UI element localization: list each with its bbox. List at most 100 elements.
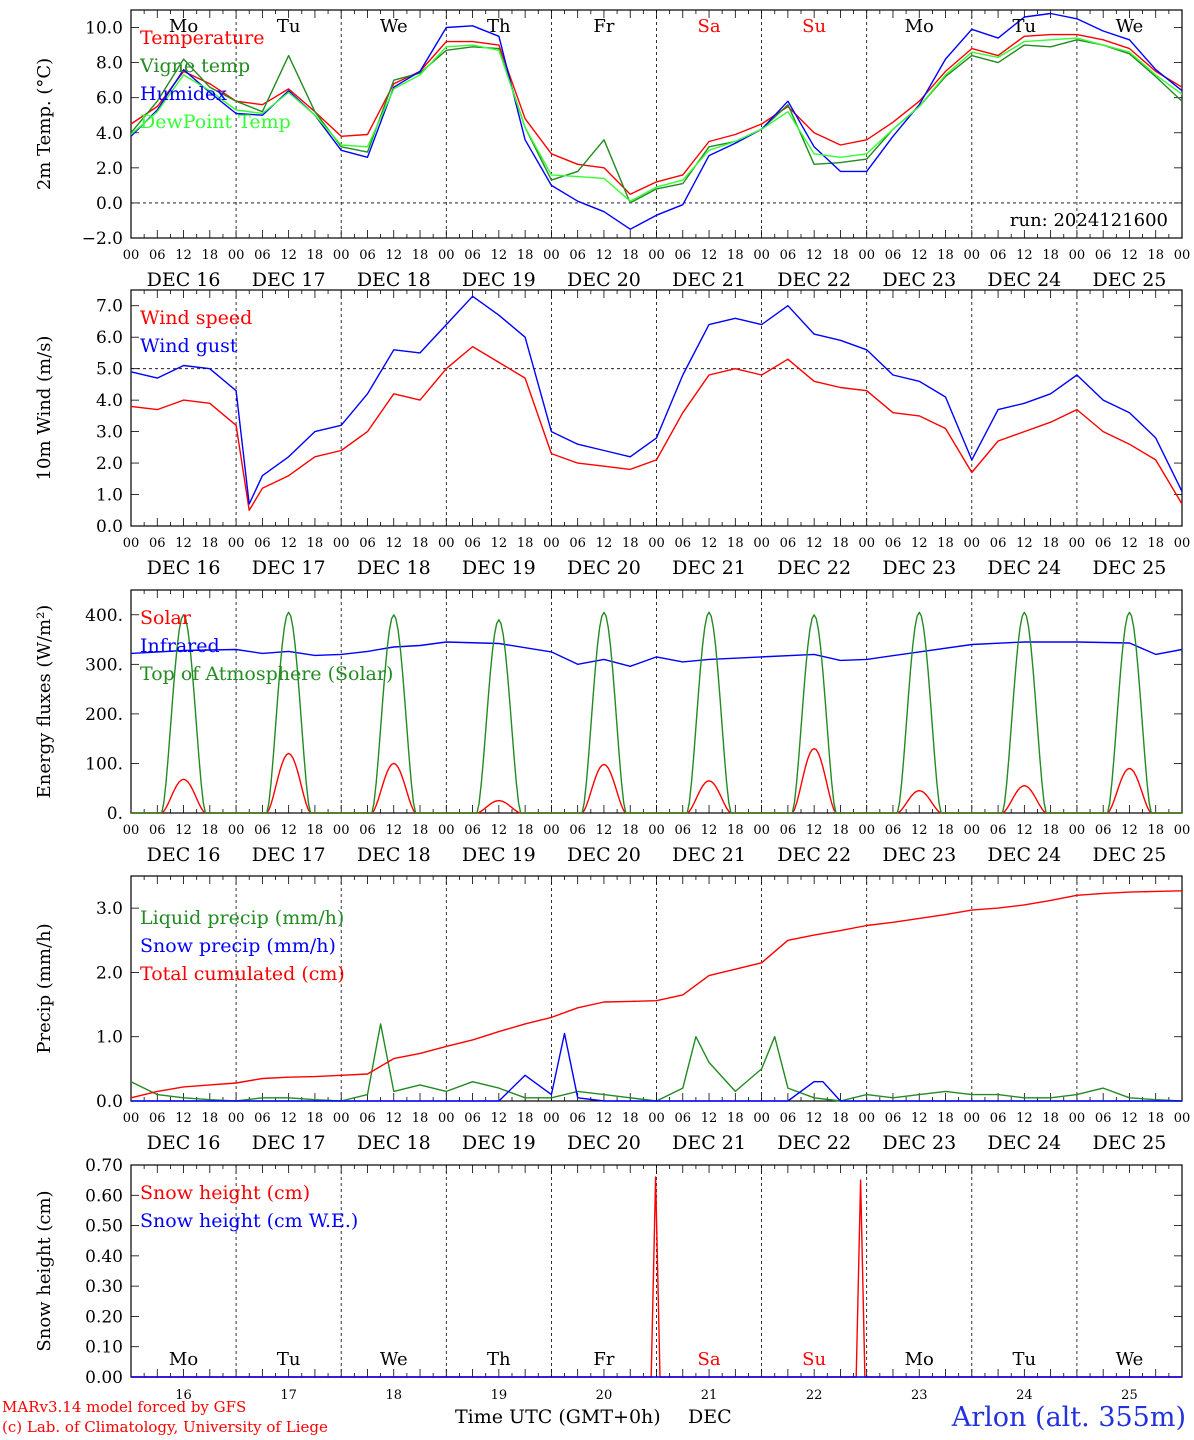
hour-label: 00 — [648, 536, 665, 551]
day-name: Mo — [169, 1349, 198, 1370]
hour-label: 12 — [701, 248, 718, 263]
legend-entry: Solar — [140, 607, 192, 629]
date-label: DEC 21 — [672, 557, 746, 579]
day-name: Tu — [1013, 16, 1037, 37]
date-label: DEC 23 — [882, 844, 956, 866]
hour-label: 00 — [543, 1111, 560, 1126]
y-tick-label: 0.70 — [85, 1156, 123, 1176]
y-tick-label: 10.0 — [85, 19, 123, 39]
panel-2 — [130, 289, 1183, 527]
y-tick-label: 3.0 — [96, 899, 123, 919]
hour-label: 18 — [412, 248, 429, 263]
hour-label: 12 — [911, 248, 928, 263]
hour-label: 18 — [622, 536, 639, 551]
date-label: DEC 20 — [567, 844, 641, 866]
legend-entry: Snow height (cm) — [140, 1182, 310, 1204]
hour-label: 18 — [1042, 823, 1059, 838]
legend-entry: Infrared — [140, 635, 220, 657]
hour-label: 18 — [622, 823, 639, 838]
hour-label: 06 — [780, 1111, 797, 1126]
hour-label: 06 — [149, 1111, 166, 1126]
hour-label: 18 — [202, 248, 219, 263]
hour-label: 18 — [517, 248, 534, 263]
hour-label: 00 — [964, 248, 981, 263]
y-tick-label: 0.60 — [85, 1186, 123, 1206]
hour-label: 06 — [675, 823, 692, 838]
date-label: DEC 16 — [147, 269, 221, 291]
day-name: Su — [802, 16, 826, 37]
legend-entry: DewPoint Temp — [140, 111, 291, 133]
panel-3 — [130, 589, 1183, 814]
y-tick-label: 6.0 — [96, 89, 123, 109]
hour-label: 00 — [123, 823, 140, 838]
hour-label: 00 — [648, 823, 665, 838]
hour-label: 00 — [1069, 823, 1086, 838]
hour-label: 00 — [1174, 248, 1191, 263]
date-label: DEC 25 — [1093, 269, 1167, 291]
date-label: DEC 20 — [567, 269, 641, 291]
series-line-vigne-temp — [130, 39, 1183, 204]
hour-label: 00 — [858, 536, 875, 551]
date-label: DEC 18 — [357, 1132, 431, 1154]
hour-label: 00 — [543, 536, 560, 551]
hour-label: 12 — [491, 1111, 508, 1126]
hour-label: 18 — [412, 1111, 429, 1126]
legend-entry: Temperature — [140, 27, 264, 49]
hour-label: 18 — [202, 536, 219, 551]
hour-label: 12 — [385, 1111, 402, 1126]
hour-label: 00 — [858, 248, 875, 263]
hour-label: 12 — [1121, 1111, 1138, 1126]
day-number: 22 — [806, 1388, 823, 1403]
date-label: DEC 25 — [1093, 557, 1167, 579]
hour-label: 18 — [307, 1111, 324, 1126]
day-number: 16 — [175, 1388, 192, 1403]
series-line-total-cumulated-cm- — [130, 890, 1183, 1099]
hour-label: 00 — [333, 536, 350, 551]
hour-label: 06 — [149, 248, 166, 263]
date-label: DEC 22 — [777, 1132, 851, 1154]
hour-label: 00 — [753, 536, 770, 551]
day-name: Su — [802, 1349, 826, 1370]
hour-label: 12 — [175, 248, 192, 263]
hour-label: 18 — [517, 1111, 534, 1126]
y-axis-label: Snow height (cm) — [34, 1190, 55, 1351]
hour-label: 06 — [780, 536, 797, 551]
date-label: DEC 16 — [147, 844, 221, 866]
date-label: DEC 19 — [462, 269, 536, 291]
hour-label: 00 — [964, 1111, 981, 1126]
hour-label: 06 — [359, 248, 376, 263]
hour-label: 12 — [385, 248, 402, 263]
date-label: DEC 22 — [777, 557, 851, 579]
hour-label: 06 — [149, 823, 166, 838]
hour-label: 06 — [254, 248, 271, 263]
hour-label: 12 — [596, 536, 613, 551]
date-label: DEC 18 — [357, 557, 431, 579]
hour-label: 00 — [228, 248, 245, 263]
date-label: DEC 23 — [882, 269, 956, 291]
hour-label: 12 — [1121, 823, 1138, 838]
hour-label: 12 — [806, 1111, 823, 1126]
legend-entry: Top of Atmosphere (Solar) — [140, 663, 393, 685]
hour-label: 00 — [753, 823, 770, 838]
hour-label: 12 — [701, 536, 718, 551]
y-tick-label: 0.30 — [85, 1277, 123, 1297]
hour-label: 06 — [569, 248, 586, 263]
y-tick-label: 0.50 — [85, 1217, 123, 1237]
day-name: We — [380, 1349, 408, 1370]
hour-label: 12 — [701, 823, 718, 838]
hour-label: 12 — [1016, 536, 1033, 551]
day-number: 19 — [491, 1388, 508, 1403]
hour-label: 18 — [937, 536, 954, 551]
legend-entry: Vigne temp — [139, 55, 250, 77]
date-label: DEC 24 — [987, 1132, 1061, 1154]
hour-label: 12 — [175, 823, 192, 838]
y-tick-label: 0.0 — [96, 194, 123, 214]
hour-label: 06 — [359, 1111, 376, 1126]
series-line-snow-precip-mm-h- — [131, 1032, 1182, 1102]
hour-label: 18 — [307, 536, 324, 551]
x-axis-month: DEC — [688, 1406, 732, 1428]
hour-label: 12 — [491, 248, 508, 263]
hour-label: 12 — [491, 823, 508, 838]
legend-entry: Snow height (cm W.E.) — [140, 1210, 358, 1232]
